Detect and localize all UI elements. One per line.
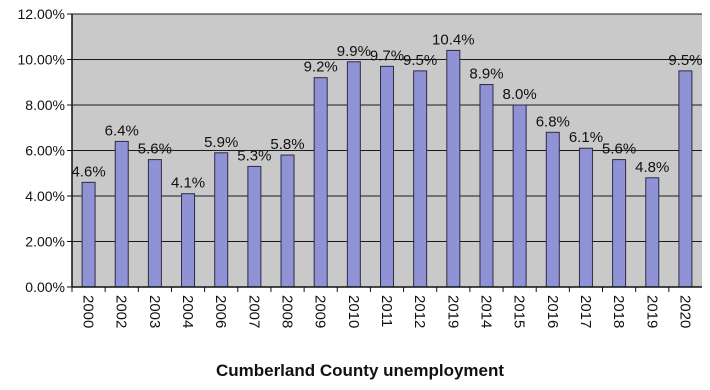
bar	[645, 177, 660, 288]
x-tick-label: 2019	[444, 295, 461, 328]
x-tick-label: 2016	[544, 295, 561, 328]
x-tick-label: 2017	[577, 295, 594, 328]
bar	[678, 70, 693, 288]
y-tick-label: 6.00%	[25, 143, 65, 159]
data-label: 9.7%	[370, 47, 404, 64]
data-label: 9.5%	[403, 52, 437, 69]
x-tick-label: 2015	[511, 295, 528, 328]
x-axis-ticks: 2000 2002 2003 2004 2006 2007 2008 2009 2010 2011…	[71, 287, 693, 328]
bar	[181, 193, 196, 288]
bar	[247, 165, 262, 288]
data-label: 4.8%	[635, 159, 669, 176]
bar	[114, 140, 129, 288]
data-label: 5.6%	[602, 141, 636, 158]
x-tick-label: 2014	[477, 295, 494, 328]
bar	[313, 77, 328, 288]
x-tick-label: 2002	[113, 295, 130, 328]
bar	[578, 147, 593, 288]
bar	[147, 159, 162, 288]
y-tick-label: 8.00%	[25, 97, 65, 113]
x-tick-label: 2019	[643, 295, 660, 328]
data-label: 6.4%	[105, 122, 139, 139]
data-label: 9.2%	[304, 59, 338, 76]
bar	[479, 84, 494, 288]
data-label: 8.0%	[503, 86, 537, 103]
data-label: 5.6%	[138, 141, 172, 158]
data-label: 9.9%	[337, 43, 371, 60]
x-tick-label: 2003	[146, 295, 163, 328]
data-label: 6.8%	[536, 113, 570, 130]
x-tick-label: 2018	[610, 295, 627, 328]
bar	[280, 154, 295, 288]
y-tick-label: 4.00%	[25, 188, 65, 204]
data-label: 4.1%	[171, 175, 205, 192]
y-tick-label: 2.00%	[25, 234, 65, 250]
bar	[380, 65, 394, 288]
bar	[214, 152, 229, 288]
y-axis-ticks: 0.00% 2.00% 4.00% 6.00% 8.00% 10.00% 12.00%	[18, 6, 72, 295]
x-tick-label: 2000	[80, 295, 97, 328]
x-axis-title: Cumberland County unemployment	[216, 361, 504, 380]
x-tick-label: 2020	[676, 295, 693, 328]
x-tick-label: 2008	[279, 295, 296, 328]
bar	[413, 70, 428, 288]
bar	[346, 61, 361, 288]
bar	[446, 49, 461, 288]
bar	[545, 131, 560, 288]
data-label: 5.8%	[270, 136, 304, 153]
y-tick-label: 10.00%	[18, 52, 65, 68]
y-tick-label: 12.00%	[18, 6, 65, 22]
x-tick-label: 2009	[312, 295, 329, 328]
y-tick-label: 0.00%	[25, 279, 65, 295]
x-tick-label: 2012	[411, 295, 428, 328]
data-label: 10.4%	[432, 31, 475, 48]
x-tick-label: 2010	[345, 295, 362, 328]
x-tick-label: 2004	[179, 295, 196, 328]
data-label: 5.3%	[237, 147, 271, 164]
x-tick-label: 2011	[378, 295, 395, 327]
data-label: 5.9%	[204, 134, 238, 151]
data-label: 6.1%	[569, 129, 603, 146]
bar	[81, 181, 96, 288]
x-tick-label: 2006	[212, 295, 229, 328]
bar	[512, 104, 527, 288]
data-label: 8.9%	[469, 66, 503, 83]
x-tick-label: 2007	[245, 295, 262, 328]
bar	[612, 159, 627, 288]
data-labels: 4.6% 6.4% 5.6% 4.1% 5.9%5.3%5.8% 9.2%9.9%9.7%…	[71, 31, 702, 191]
data-label: 9.5%	[668, 52, 702, 69]
data-label: 4.6%	[71, 163, 105, 180]
